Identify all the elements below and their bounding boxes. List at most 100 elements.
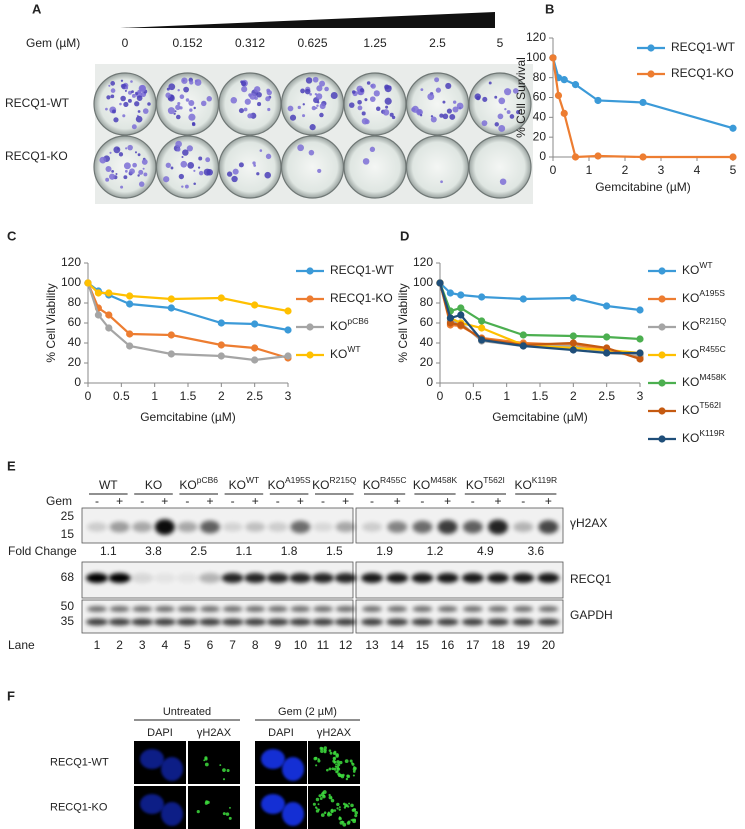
legend-entry: KOWT [682, 260, 713, 277]
data-point [436, 279, 444, 287]
colony [124, 86, 129, 90]
band [221, 618, 244, 626]
band [538, 606, 559, 612]
band [436, 573, 459, 583]
colony [427, 93, 435, 101]
y-tick-label: 20 [68, 355, 82, 369]
gem-sign: - [276, 494, 280, 508]
gem-sign: + [394, 494, 401, 508]
colony [182, 149, 189, 156]
data-point [603, 333, 611, 341]
x-tick-label: 1 [503, 389, 510, 403]
foci [226, 768, 230, 773]
x-tick-label: 2.5 [598, 389, 615, 403]
nucleus [261, 749, 285, 769]
foci [229, 806, 231, 809]
colony [253, 164, 257, 167]
colony [311, 105, 317, 111]
condition-label: Untreated [163, 706, 211, 718]
band [266, 573, 289, 583]
colony [106, 95, 111, 100]
foci [222, 778, 226, 781]
colony [136, 95, 143, 102]
band [177, 521, 198, 533]
label-main: KO [413, 478, 430, 492]
band [461, 618, 484, 626]
band [461, 573, 484, 583]
band [362, 522, 382, 532]
x-tick-label: 4 [694, 163, 701, 177]
colony [435, 87, 442, 93]
colony [324, 86, 329, 92]
band [244, 573, 267, 583]
foci [315, 764, 318, 767]
foci [327, 811, 330, 814]
y-tick-label: 80 [420, 295, 434, 309]
dose: 0.152 [172, 36, 202, 50]
mw-marker: 50 [61, 599, 75, 613]
band [108, 618, 131, 626]
y-tick-label: 120 [413, 255, 433, 269]
colony [241, 80, 247, 87]
band [132, 606, 153, 612]
colony [138, 84, 146, 93]
colony [165, 162, 171, 168]
colony [247, 113, 253, 119]
x-tick-label: 0 [85, 389, 92, 403]
legend-marker [658, 435, 666, 443]
foci [351, 762, 354, 765]
foci [352, 819, 357, 824]
data-point [126, 342, 134, 350]
colony [498, 97, 506, 105]
colony [141, 159, 148, 165]
data-point [569, 332, 577, 340]
group-label: KOpCB6 [179, 475, 218, 492]
colony [442, 100, 446, 104]
label-main: RECQ1-KO [671, 66, 734, 80]
foci [338, 816, 341, 819]
colony [184, 184, 189, 189]
foci [330, 808, 334, 812]
legend-marker [658, 407, 666, 415]
gem-sign: + [161, 494, 168, 508]
band [289, 618, 312, 626]
foci [317, 803, 320, 806]
x-tick-label: 0.5 [465, 389, 482, 403]
y-tick-label: 0 [539, 149, 546, 163]
colony [488, 81, 492, 85]
label-main: RECQ1-WT [330, 263, 395, 277]
data-point [603, 344, 611, 352]
data-point [560, 76, 568, 84]
colony [494, 122, 499, 127]
band [177, 606, 198, 612]
colony [256, 172, 260, 176]
data-point [105, 311, 113, 319]
band [488, 519, 508, 535]
nucleus [140, 794, 164, 814]
legend-marker [647, 70, 655, 78]
band [412, 606, 433, 612]
data-point [457, 304, 465, 312]
foci [338, 806, 341, 809]
colony [137, 89, 142, 94]
band [154, 606, 175, 612]
legend-entry: KOpCB6 [330, 316, 369, 333]
band [386, 618, 409, 626]
legend-marker [306, 295, 314, 303]
colony [265, 96, 271, 102]
colony [430, 116, 437, 123]
stain-label: γH2AX [197, 727, 232, 739]
colony [319, 80, 326, 87]
fold-change: 2.5 [190, 544, 207, 558]
foci [222, 768, 226, 772]
lane-number: 20 [542, 638, 556, 652]
band [313, 606, 333, 612]
data-point [569, 346, 577, 354]
gem-sign: - [521, 494, 525, 508]
gem-sign: - [471, 494, 475, 508]
colony [127, 98, 132, 103]
group-label: KOA195S [268, 475, 311, 492]
nucleus [282, 802, 304, 826]
colony [351, 90, 356, 94]
band [199, 618, 221, 626]
